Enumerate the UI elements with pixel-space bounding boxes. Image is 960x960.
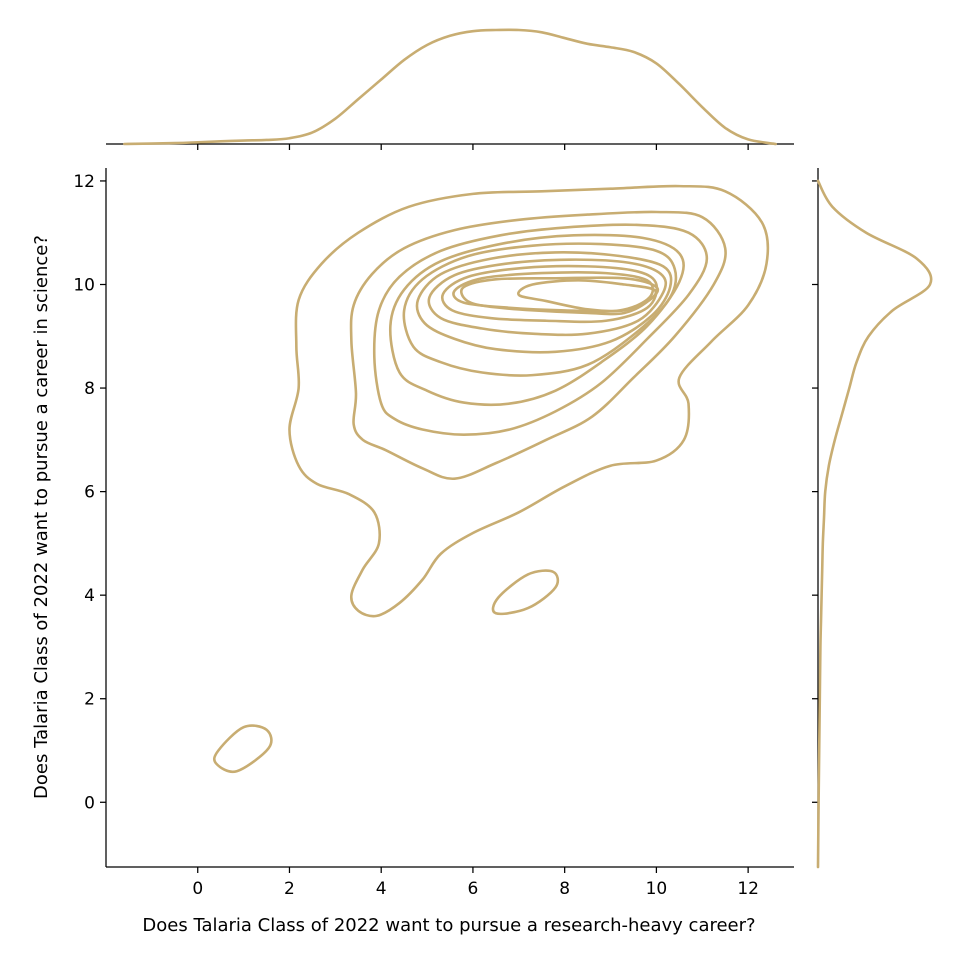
marginal-x-density-curve	[123, 28, 777, 146]
kde-contour-level-7	[427, 258, 668, 337]
kde-contours	[212, 184, 770, 774]
kde-contour-level-1	[491, 569, 560, 616]
marginal-y-density-plot	[812, 168, 933, 869]
x-tick-label: 0	[192, 879, 203, 899]
kde-contour-level-3	[372, 223, 709, 436]
y-tick-label: 10	[73, 276, 95, 296]
y-tick-label: 2	[84, 690, 95, 710]
marginal-y-density-curve	[816, 179, 933, 869]
kde-contour-level-2	[349, 210, 727, 480]
x-tick-label: 4	[376, 879, 387, 899]
y-tick-label: 0	[84, 793, 95, 813]
main-kde-plot: 0 2 4 6 8 10 12 0 2 4 6 8 10 12	[73, 168, 794, 899]
x-tick-label: 10	[646, 879, 668, 899]
x-axis-label: Does Talaria Class of 2022 want to pursu…	[142, 915, 755, 936]
kde-contour-level-6	[415, 251, 673, 354]
x-tick-label: 12	[737, 879, 759, 899]
kde-contour-level-1	[288, 184, 770, 618]
marginal-x-density-plot	[106, 28, 794, 150]
y-tick-label: 8	[84, 379, 95, 399]
x-tick-label: 8	[559, 879, 570, 899]
y-tick-label: 12	[73, 172, 95, 192]
kde-contour-level-1	[212, 724, 273, 774]
y-axis-label: Does Talaria Class of 2022 want to pursu…	[31, 235, 52, 799]
main-axes: 0 2 4 6 8 10 12 0 2 4 6 8 10 12	[73, 168, 794, 899]
y-tick-label: 4	[84, 586, 95, 606]
y-tick-label: 6	[84, 483, 95, 503]
kde-contour-level-11	[517, 279, 658, 313]
x-tick-label: 2	[284, 879, 295, 899]
x-tick-label: 6	[468, 879, 479, 899]
kde-contour-level-5	[402, 242, 678, 377]
kde-contour-level-4	[388, 233, 685, 407]
kde-contour-level-9	[452, 271, 655, 313]
kde-contour-level-8	[440, 264, 659, 324]
